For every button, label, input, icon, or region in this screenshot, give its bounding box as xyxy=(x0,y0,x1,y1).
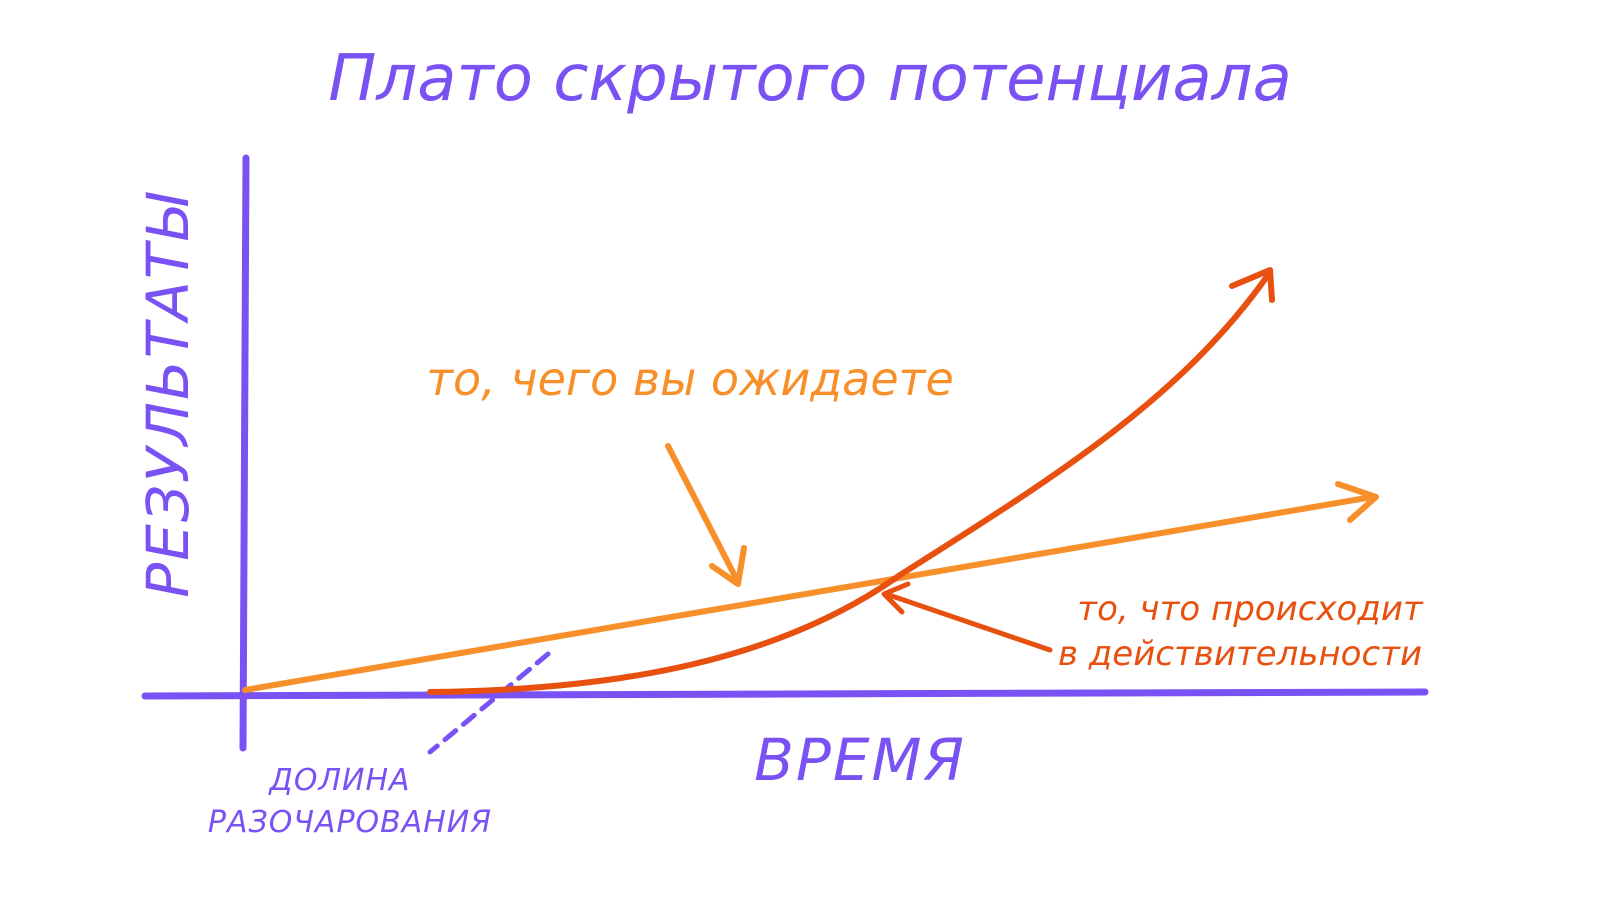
expected-line xyxy=(242,494,1375,693)
valley-label-line2: РАЗОЧАРОВАНИЯ xyxy=(208,805,492,840)
actual-label-line1: то, что происходит xyxy=(1077,589,1424,629)
actual-pointer-arrow xyxy=(883,591,1053,653)
actual-curve xyxy=(427,272,1271,695)
actual-label-line2: в действительности xyxy=(1058,634,1422,674)
y-axis-label: РЕЗУЛЬТАТЫ xyxy=(134,192,202,598)
diagram-title: Плато скрытого потенциала xyxy=(328,42,1292,116)
expected-label: то, чего вы ожидаете xyxy=(426,352,954,406)
actual-pointer-arrow-head xyxy=(881,581,911,615)
actual-arrow-head xyxy=(1229,267,1275,303)
expected-pointer-arrow xyxy=(665,443,741,585)
valley-label-line1: ДОЛИНА xyxy=(267,763,410,798)
y-axis xyxy=(239,154,250,752)
expected-pointer-arrow-head xyxy=(709,545,747,587)
x-axis xyxy=(141,688,1429,700)
expected-arrow-head xyxy=(1335,481,1379,523)
valley-dashed-line xyxy=(427,651,551,755)
x-axis-label: ВРЕМЯ xyxy=(754,726,966,794)
